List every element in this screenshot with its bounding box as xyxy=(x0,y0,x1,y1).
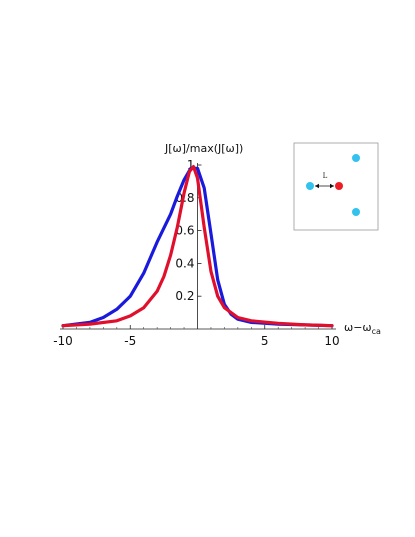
y-tick-label: 0.8 xyxy=(175,191,194,205)
inset-dot-center xyxy=(335,182,343,190)
axis-labels: J[ω]/max(J[ω]) ω−ωca xyxy=(164,142,381,336)
y-tick-label: 0.2 xyxy=(175,289,194,303)
axes: -10 -5 5 10 0.2 0.4 0.6 0.8 1 xyxy=(53,158,339,348)
x-axis-label-main: ω−ω xyxy=(344,321,372,334)
inset-dot-bottom xyxy=(352,208,360,216)
inset-diagram: L xyxy=(293,142,379,231)
y-tick-label: 0.6 xyxy=(175,224,194,238)
y-tick-label: 0.4 xyxy=(175,256,194,270)
inset-dot-left xyxy=(306,182,314,190)
x-tick-label: 5 xyxy=(261,334,269,348)
y-tick-label: 1 xyxy=(187,158,195,172)
series-line-red xyxy=(61,165,334,328)
x-tick-label: -10 xyxy=(53,334,73,348)
series-group xyxy=(61,165,334,328)
x-axis-label-subscript: ca xyxy=(372,327,381,336)
inset-arrowhead-right xyxy=(330,183,334,189)
x-tick-label: -5 xyxy=(124,334,136,348)
x-axis-label: ω−ωca xyxy=(344,321,381,336)
inset-arrowhead-left xyxy=(315,183,319,189)
x-tick-label: 10 xyxy=(324,334,339,348)
y-axis-label: J[ω]/max(J[ω]) xyxy=(164,142,243,155)
inset-dot-top xyxy=(352,154,360,162)
inset-distance-label: L xyxy=(323,172,328,180)
